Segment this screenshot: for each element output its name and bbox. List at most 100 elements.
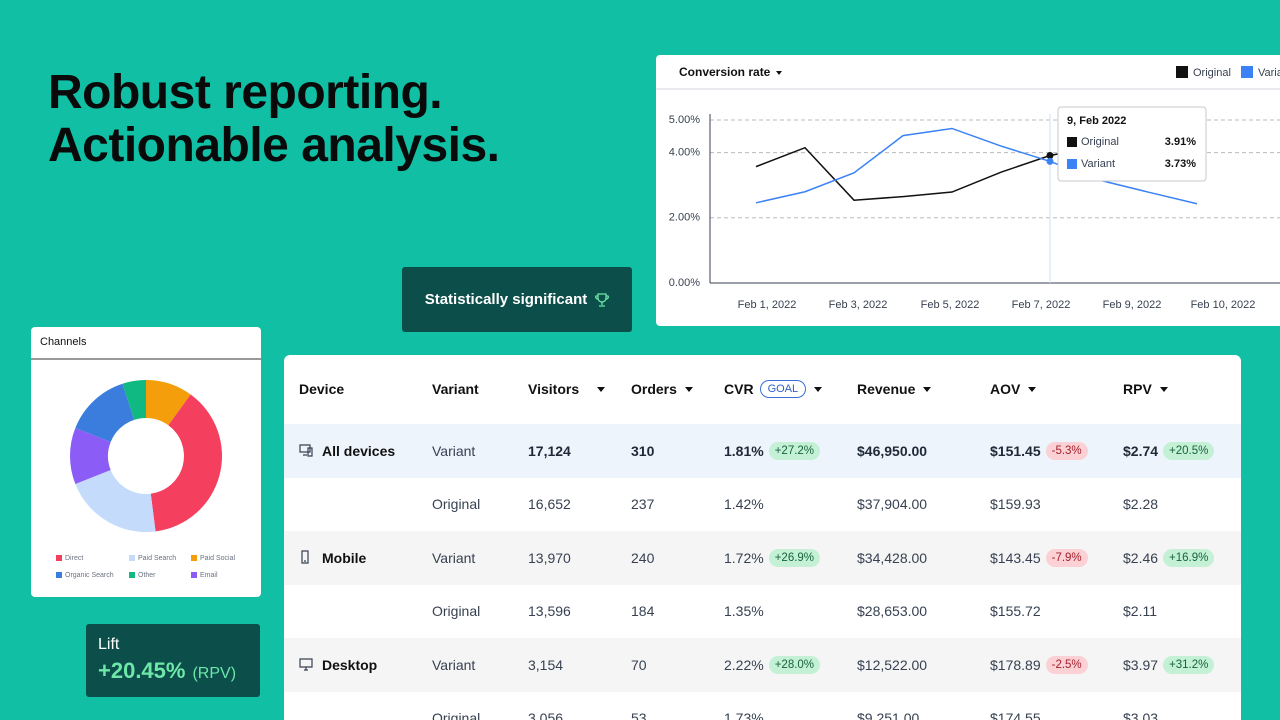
card-title: Channels [40,336,87,348]
device-icon [299,444,313,457]
column-header: RPV [1123,379,1168,399]
cell-text: Original [432,496,481,513]
device-name: All devices [322,442,396,459]
table-cell: $9,251.00 [857,692,919,720]
table-cell: 53 [631,692,647,720]
column-header: CVR GOAL [724,379,823,399]
y-tick-label: 4.00% [669,147,700,159]
legend-swatch [129,555,135,561]
table-cell: 70 [631,638,647,692]
table-cell: $28,653.00 [857,585,927,639]
cell-text: $9,251.00 [857,710,920,720]
cell-text: 13,970 [528,549,571,566]
cell-text: $178.89 [990,656,1041,673]
cell-text: 3,056 [528,710,564,720]
cell-text: $3.97 [1123,656,1159,673]
channels-card: Channels Direct Paid Search Paid Social Org… [31,327,261,597]
cell-text: 1.73% [724,710,764,720]
x-tick-label: Feb 10, 2022 [1191,299,1256,311]
legend-label: Other [138,572,156,579]
table-cell: 240 [631,531,654,585]
table-cell: Original [432,692,480,720]
cell-text: $28,653.00 [857,603,928,620]
column-header: AOV [990,379,1037,399]
sort-caret [1159,386,1168,392]
results-table: Device Variant Visitors Orders CVR GOAL Revenu… [284,355,1241,720]
table-cell: $3.03 [1123,692,1158,720]
device-name: Desktop [322,656,378,673]
donut-slice [75,383,135,443]
cell-text: $3.03 [1123,710,1159,720]
cell-text: 1.35% [724,603,764,620]
table-cell: 1.81% +27.2% [724,424,821,478]
cell-text: $159.93 [990,496,1041,513]
cell-text: 1.42% [724,496,764,513]
line-chart-card: Conversion rate 0.00% 2.00% 4.00% 5.00% Feb … [656,55,1280,326]
header-text: RPV [1123,381,1152,397]
table-cell: $2.46 +16.9% [1123,531,1215,585]
cell-text: $12,522.00 [857,656,928,673]
table-cell: 184 [631,585,654,639]
table-cell: $2.11 [1123,585,1157,639]
header-text: Device [299,381,345,397]
x-tick-label: Feb 3, 2022 [829,299,888,311]
donut-slice [122,380,146,420]
legend-label: Direct [65,555,83,562]
legend-label: Variant [1258,67,1280,79]
tooltip-value: 3.91% [1165,136,1196,148]
sort-icon [814,386,823,392]
cell-text: $151.45 [990,442,1041,459]
lift-metric: (RPV) [192,665,237,682]
donut-slice [75,469,156,532]
goal-pill: GOAL [759,380,807,398]
table-cell: 13,970 [528,531,571,585]
hover-point [1046,152,1054,160]
x-tick-label: Feb 5, 2022 [921,299,980,311]
table-cell: 17,124 [528,424,571,478]
sort-icon [1028,386,1037,392]
cell-text: $46,950.00 [857,442,928,459]
cell-text: 3,154 [528,656,564,673]
lift-pill: +31.2% [1163,655,1215,674]
cell-text: Original [432,710,481,720]
table-row: All devices Variant 17,124 310 1.81% +27.2% $4… [284,424,1241,478]
table-cell: $2.74 +20.5% [1123,424,1215,478]
table-row: Original 16,652 237 1.42% $37,904.00 $159.93 $… [284,477,1241,532]
cell-text: 1.72% [724,549,764,566]
legend-swatch [56,555,62,561]
lift-pill: -7.9% [1045,548,1088,567]
cell-text: 237 [631,496,655,513]
table-cell: 16,652 [528,478,571,532]
legend-swatch [1176,66,1188,78]
donut-slice [146,380,191,426]
x-tick-label: Feb 9, 2022 [1103,299,1162,311]
lift-pill: +16.9% [1163,548,1215,567]
lift-label: Lift [98,636,120,653]
table-cell: 3,154 [528,638,563,692]
cell-text: $37,904.00 [857,496,928,513]
column-header: Visitors [528,379,606,399]
tooltip-box [1057,106,1207,182]
legend-label: Paid Social [200,555,235,562]
table-cell: 310 [631,424,654,478]
legend-label: Original [1193,67,1231,79]
table-cell: 13,596 [528,585,571,639]
cell-text: $143.45 [990,549,1041,566]
x-tick-label: Feb 7, 2022 [1012,299,1071,311]
sort-caret [684,386,693,392]
sort-icon [923,386,932,392]
tooltip-value: 3.73% [1165,158,1196,170]
device-icon [301,550,309,564]
table-cell: $174.55 [990,692,1041,720]
table-cell: $46,950.00 [857,424,927,478]
table-cell: 2.22% +28.0% [724,638,821,692]
table-cell: 237 [631,478,654,532]
legend-swatch [191,555,197,561]
column-header: Device [299,379,344,399]
table-row: Original 13,596 184 1.35% $28,653.00 $155.72 $… [284,584,1241,639]
cell-text: $2.11 [1123,603,1157,620]
cell-text: 310 [631,442,655,459]
header-text: Visitors [528,381,580,397]
legend-label: Email [200,572,218,579]
